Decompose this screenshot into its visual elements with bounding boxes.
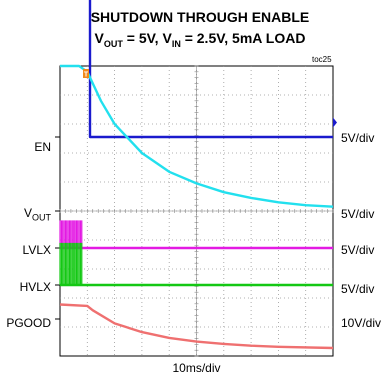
channel-label-hvlx: HVLX bbox=[19, 280, 51, 294]
channel-scale-pgood: 10V/div bbox=[341, 316, 382, 330]
channel-label-en: EN bbox=[34, 140, 51, 154]
channel-label-lvlx: LVLX bbox=[22, 243, 51, 257]
channel-scale-hvlx: 5V/div bbox=[341, 282, 375, 296]
figure-tag: toc25 bbox=[312, 55, 332, 64]
subtitle-vout-base: V bbox=[94, 30, 104, 46]
chart-subtitle: VOUT = 5V, VIN = 2.5V, 5mA LOAD bbox=[60, 30, 340, 49]
channel-label-pgood: PGOOD bbox=[6, 316, 51, 330]
channel-scale-lvlx: 5V/div bbox=[341, 243, 375, 257]
chart-title: SHUTDOWN THROUGH ENABLE bbox=[90, 9, 310, 25]
channel-label-vout-sub: OUT bbox=[32, 212, 51, 223]
channel-label-vout-base: V bbox=[23, 206, 32, 220]
x-axis-label: 10ms/div bbox=[172, 361, 221, 375]
trigger-marker-label: T bbox=[84, 72, 89, 79]
subtitle-vin-rest: = 2.5V, 5mA LOAD bbox=[180, 30, 306, 46]
trigger-marker-icon bbox=[83, 69, 89, 78]
trace-en bbox=[88, 0, 333, 139]
subtitle-vout-sub: OUT bbox=[103, 38, 123, 49]
subtitle-vin-sub: IN bbox=[171, 38, 181, 49]
subtitle-vin-base: V bbox=[162, 30, 172, 46]
channel-scale-en: 5V/div bbox=[341, 131, 375, 145]
trace-pgood bbox=[59, 303, 334, 350]
subtitle-vout-rest: = 5V, bbox=[122, 30, 163, 46]
channel-scale-vout: 5V/div bbox=[341, 207, 375, 221]
trace-burst-lvlx bbox=[59, 220, 83, 248]
channel-label-vout: VOUT bbox=[24, 206, 51, 224]
trace-burst-hvlx bbox=[59, 242, 83, 285]
trigger-level-icon bbox=[333, 117, 337, 128]
